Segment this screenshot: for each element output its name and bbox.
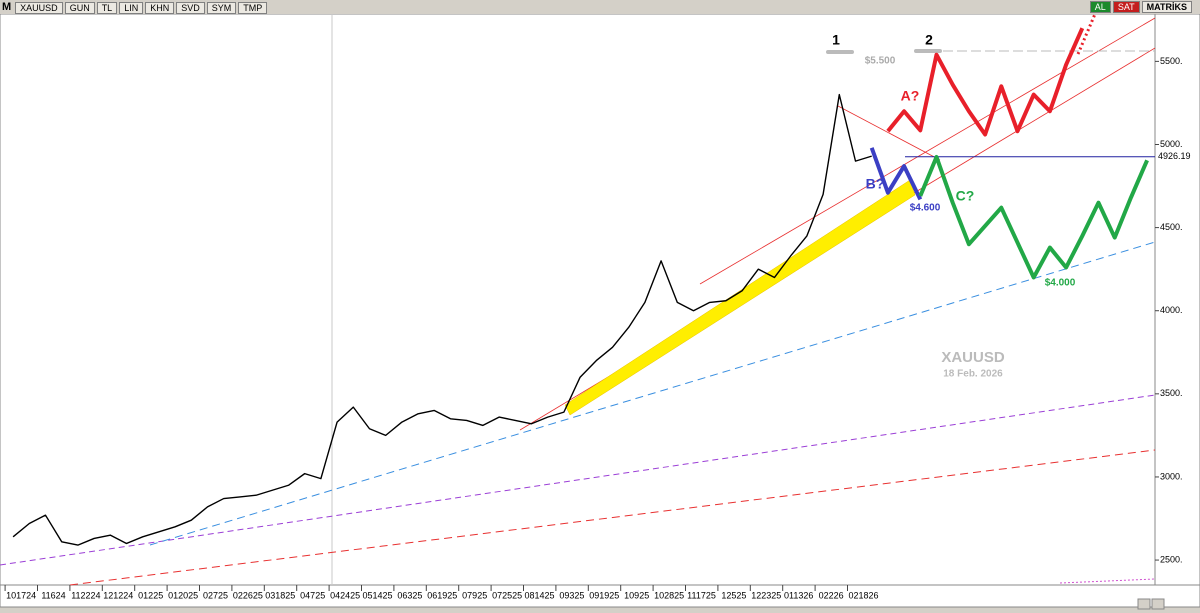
toolbar-button[interactable]: SAT: [1112, 1, 1140, 13]
x-tick-label: 051425: [362, 590, 392, 600]
projection-extension: [1076, 14, 1097, 55]
toolbar-button[interactable]: GUN: [64, 2, 95, 14]
toolbar-button[interactable]: TMP: [238, 2, 268, 14]
plot-area: [0, 14, 1156, 586]
y-tick-label: 3000.: [1160, 471, 1183, 481]
toolbar-right: AL SAT MATRİKS: [1089, 1, 1194, 13]
x-tick-label: 10925: [624, 590, 649, 600]
x-tick-label: 01225: [138, 590, 163, 600]
toolbar-button[interactable]: SYM: [206, 2, 237, 14]
x-tick-label: 061925: [427, 590, 457, 600]
toolbar-button[interactable]: TL: [96, 2, 118, 14]
scroll-button[interactable]: [1137, 598, 1151, 610]
x-tick-label: 02725: [203, 590, 228, 600]
y-axis-area: [1154, 14, 1200, 586]
x-tick-label: 042425: [330, 590, 360, 600]
annotation: 1: [832, 32, 840, 48]
x-tick-label: 011326: [784, 590, 813, 600]
channel-line: [837, 105, 941, 161]
x-tick-label: 031825: [265, 590, 295, 600]
projection-line: [886, 27, 1085, 137]
annotation: $4.600: [910, 203, 941, 214]
x-tick-label: 07925: [462, 590, 487, 600]
x-tick-label: 06325: [397, 590, 422, 600]
price-line: [12, 93, 872, 546]
x-tick-label: 091925: [589, 590, 619, 600]
x-tick-label: 072525: [492, 590, 522, 600]
peak-marker: [914, 49, 942, 53]
scroll-button[interactable]: [1151, 598, 1165, 610]
toolbar-left: XAUUSD GUN TL LIN KHN SVD SYM TMP: [15, 2, 269, 14]
trend-line: [69, 449, 1156, 586]
annotation: A?: [901, 88, 920, 104]
x-tick-label: 11624: [41, 590, 65, 600]
toolbar-button[interactable]: AL: [1089, 1, 1111, 13]
x-tick-label: 081425: [524, 590, 554, 600]
projection-line: [918, 154, 1149, 280]
trend-line: [149, 241, 1156, 546]
x-axis-area: [0, 584, 1200, 608]
annotation: $4.000: [1045, 278, 1076, 289]
toolbar-button[interactable]: SVD: [176, 2, 205, 14]
y-tick-label: 2500.: [1160, 554, 1183, 564]
annotation: 2: [925, 32, 933, 48]
chart: 2500. 3000. 3500. 4000. 4500. 5000. 5500. 10172…: [0, 14, 1200, 610]
y-tick-label: 5500.: [1160, 56, 1183, 66]
x-tick-label: 021826: [848, 590, 878, 600]
channel-line: [699, 17, 1156, 285]
x-tick-label: 122325: [751, 590, 781, 600]
trend-line: [0, 394, 1156, 566]
annotation: $5.500: [865, 56, 896, 67]
y-tick-label: 4500.: [1160, 222, 1183, 232]
toolbar-button[interactable]: XAUUSD: [15, 2, 63, 14]
annotation: C?: [956, 188, 975, 204]
projection-line: [869, 147, 923, 201]
x-tick-label: 012025: [168, 590, 198, 600]
y-tick-label: 4000.: [1160, 305, 1183, 315]
x-tick-label: 12525: [721, 590, 746, 600]
x-tick-label: 101724: [6, 590, 36, 600]
peak-marker: [826, 50, 854, 54]
annotation: B?: [866, 176, 885, 192]
toolbar-button[interactable]: MATRİKS: [1141, 1, 1192, 13]
toolbar: M XAUUSD GUN TL LIN KHN SVD SYM TMP AL SAT MATRİK…: [0, 0, 1200, 14]
x-tick-label: 102825: [654, 590, 684, 600]
last-value-label: 4926.19: [1158, 151, 1191, 161]
toolbar-button[interactable]: LIN: [119, 2, 144, 14]
x-tick-label: 022625: [233, 590, 263, 600]
logo: M: [2, 1, 12, 13]
x-tick-label: 09325: [559, 590, 584, 600]
watermark-subtitle: 18 Feb. 2026: [943, 369, 1003, 380]
x-tick-label: 121224: [103, 590, 133, 600]
toolbar-button[interactable]: KHN: [145, 2, 175, 14]
y-tick-label: 5000.: [1160, 139, 1183, 149]
x-tick-label: 02226: [819, 590, 844, 600]
watermark-title: XAUUSD: [941, 349, 1005, 366]
x-tick-label: 112224: [71, 590, 100, 600]
x-tick-label: 04725: [300, 590, 325, 600]
x-tick-label: 111725: [687, 590, 716, 600]
y-tick-label: 3500.: [1160, 388, 1183, 398]
